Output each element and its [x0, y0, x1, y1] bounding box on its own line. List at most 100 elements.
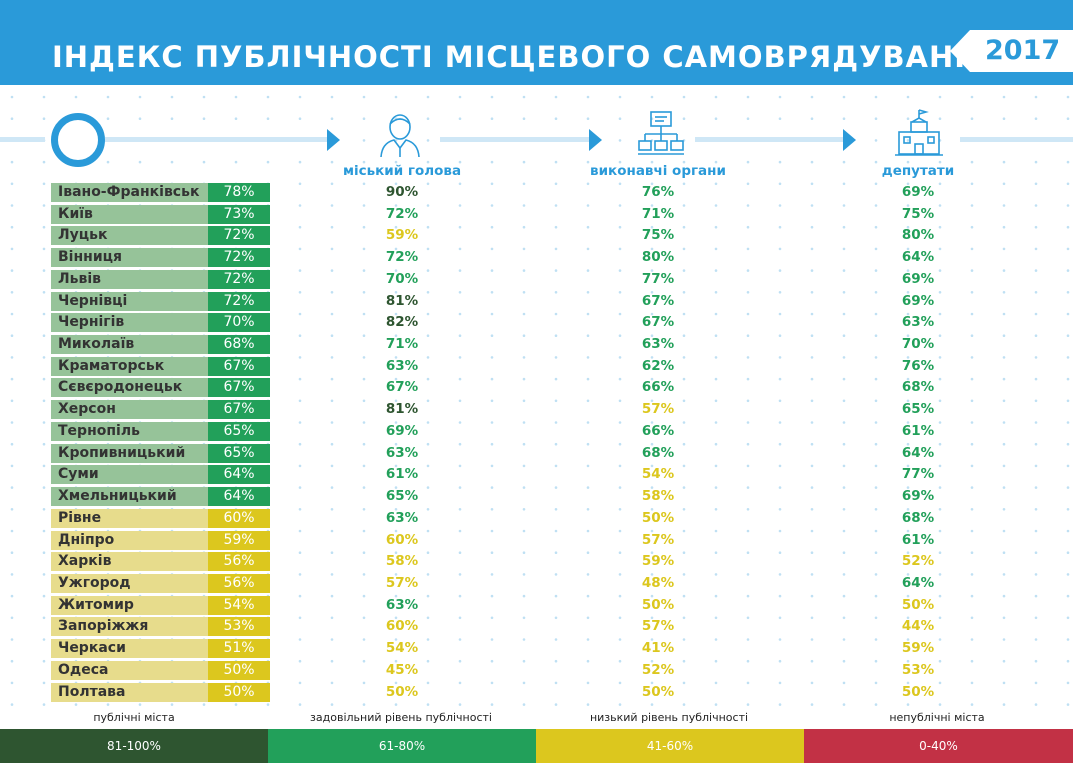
deputies-value: 63% [901, 314, 935, 330]
deputies-value: 68% [901, 510, 935, 526]
city-score: 72% [208, 248, 270, 267]
city-name: Хмельницький [51, 487, 208, 506]
table-row: Дніпро 59% [51, 531, 270, 550]
arrow-right-icon [589, 129, 602, 151]
deputies-value: 64% [901, 575, 935, 591]
mayor-value: 67% [385, 379, 419, 395]
mayor-value: 50% [385, 684, 419, 700]
mayor-value: 81% [385, 401, 419, 417]
legend-label-nonpublic: непублічні міста [889, 711, 985, 724]
executive-value: 66% [641, 423, 675, 439]
deputies-value: 65% [901, 401, 935, 417]
deputies-value: 69% [901, 271, 935, 287]
year-label: 2017 [985, 35, 1061, 66]
executive-value: 67% [641, 293, 675, 309]
executive-value: 57% [641, 532, 675, 548]
legend-range-sufficient: 61-80% [268, 729, 536, 763]
table-row: Миколаїв 68% [51, 335, 270, 354]
mayor-value: 65% [385, 488, 419, 504]
deputies-value: 61% [901, 532, 935, 548]
mayor-person-icon [380, 114, 420, 158]
executive-value: 41% [641, 640, 675, 656]
city-name: Харків [51, 552, 208, 571]
deputies-value: 50% [901, 597, 935, 613]
city-name: Черкаси [51, 639, 208, 658]
legend-range-public: 81-100% [0, 729, 268, 763]
table-row: Харків 56% [51, 552, 270, 571]
city-score: 72% [208, 226, 270, 245]
city-name: Кропивницький [51, 444, 208, 463]
city-name: Вінниця [51, 248, 208, 267]
executive-value: 68% [641, 445, 675, 461]
mayor-value: 60% [385, 532, 419, 548]
year-badge [950, 30, 1073, 72]
deputies-value: 77% [901, 466, 935, 482]
executive-value: 59% [641, 553, 675, 569]
city-name: Житомир [51, 596, 208, 615]
deputies-value: 59% [901, 640, 935, 656]
dotted-background [10, 95, 1070, 706]
page-title: ІНДЕКС ПУБЛІЧНОСТІ МІСЦЕВОГО САМОВРЯДУВА… [52, 40, 1003, 74]
table-row: Чернігів 70% [51, 313, 270, 332]
mayor-value: 63% [385, 597, 419, 613]
city-score: 72% [208, 292, 270, 311]
mayor-value: 58% [385, 553, 419, 569]
timeline-line [440, 137, 590, 142]
legend-label-public: публічні міста [93, 711, 175, 724]
mayor-value: 59% [385, 227, 419, 243]
legend-range-low: 41-60% [536, 729, 804, 763]
city-score: 68% [208, 335, 270, 354]
table-row: Краматорськ 67% [51, 357, 270, 376]
header-banner: ІНДЕКС ПУБЛІЧНОСТІ МІСЦЕВОГО САМОВРЯДУВА… [0, 0, 1073, 85]
mayor-value: 63% [385, 510, 419, 526]
city-score: 67% [208, 400, 270, 419]
column-header-executive: виконавчі органи [590, 163, 726, 179]
city-score: 65% [208, 444, 270, 463]
mayor-value: 71% [385, 336, 419, 352]
city-score: 51% [208, 639, 270, 658]
deputies-value: 68% [901, 379, 935, 395]
city-name: Івано-Франківськ [51, 183, 208, 202]
executive-value: 54% [641, 466, 675, 482]
table-row: Кропивницький 65% [51, 444, 270, 463]
city-score: 65% [208, 422, 270, 441]
deputies-council-building-icon [895, 109, 943, 156]
executive-value: 63% [641, 336, 675, 352]
timeline-line [0, 137, 45, 142]
table-row: Запоріжжя 53% [51, 617, 270, 636]
city-name: Дніпро [51, 531, 208, 550]
executive-value: 80% [641, 249, 675, 265]
deputies-value: 75% [901, 206, 935, 222]
table-row: Ужгород 56% [51, 574, 270, 593]
city-score: 54% [208, 596, 270, 615]
city-score: 70% [208, 313, 270, 332]
city-score: 64% [208, 465, 270, 484]
legend-label-sufficient: задовільний рівень публічності [310, 711, 492, 724]
city-name: Ужгород [51, 574, 208, 593]
mayor-value: 61% [385, 466, 419, 482]
executive-value: 62% [641, 358, 675, 374]
deputies-value: 50% [901, 684, 935, 700]
table-row: Черкаси 51% [51, 639, 270, 658]
table-row: Львів 72% [51, 270, 270, 289]
deputies-value: 53% [901, 662, 935, 678]
city-name: Херсон [51, 400, 208, 419]
table-row: Вінниця 72% [51, 248, 270, 267]
column-header-mayor: міський голова [342, 163, 462, 179]
executive-value: 77% [641, 271, 675, 287]
mayor-value: 54% [385, 640, 419, 656]
deputies-value: 44% [901, 618, 935, 634]
city-score: 56% [208, 574, 270, 593]
mayor-value: 72% [385, 249, 419, 265]
city-name: Суми [51, 465, 208, 484]
deputies-value: 52% [901, 553, 935, 569]
executive-value: 66% [641, 379, 675, 395]
executive-value: 52% [641, 662, 675, 678]
mayor-value: 63% [385, 358, 419, 374]
mayor-value: 70% [385, 271, 419, 287]
city-score: 64% [208, 487, 270, 506]
executive-value: 75% [641, 227, 675, 243]
city-score: 67% [208, 357, 270, 376]
legend-range-nonpublic: 0-40% [804, 729, 1073, 763]
executive-value: 50% [641, 684, 675, 700]
